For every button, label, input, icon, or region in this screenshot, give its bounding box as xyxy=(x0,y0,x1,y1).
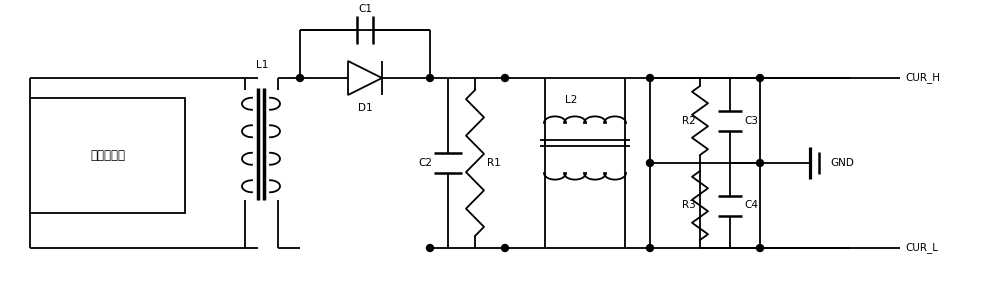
Circle shape xyxy=(426,75,434,82)
Bar xyxy=(30,98,185,213)
Text: C3: C3 xyxy=(744,116,758,125)
Circle shape xyxy=(296,75,304,82)
Circle shape xyxy=(757,75,764,82)
Text: L1: L1 xyxy=(256,60,268,70)
Text: C1: C1 xyxy=(358,4,372,14)
Text: C2: C2 xyxy=(418,158,432,168)
Text: C4: C4 xyxy=(744,201,758,210)
Text: CUR_H: CUR_H xyxy=(905,73,940,83)
Circle shape xyxy=(757,245,764,252)
Text: D1: D1 xyxy=(358,103,372,113)
Circle shape xyxy=(646,245,654,252)
Text: R2: R2 xyxy=(682,116,696,125)
Circle shape xyxy=(502,75,509,82)
Circle shape xyxy=(757,160,764,167)
Circle shape xyxy=(426,245,434,252)
Polygon shape xyxy=(348,61,382,95)
Circle shape xyxy=(502,245,509,252)
Text: R1: R1 xyxy=(487,158,501,168)
Circle shape xyxy=(646,75,654,82)
Text: L2: L2 xyxy=(565,95,577,105)
Text: R3: R3 xyxy=(682,201,696,210)
Text: GND: GND xyxy=(830,158,854,168)
Text: CUR_L: CUR_L xyxy=(905,242,938,253)
Text: 喷油器回路: 喷油器回路 xyxy=(90,149,125,162)
Circle shape xyxy=(646,160,654,167)
